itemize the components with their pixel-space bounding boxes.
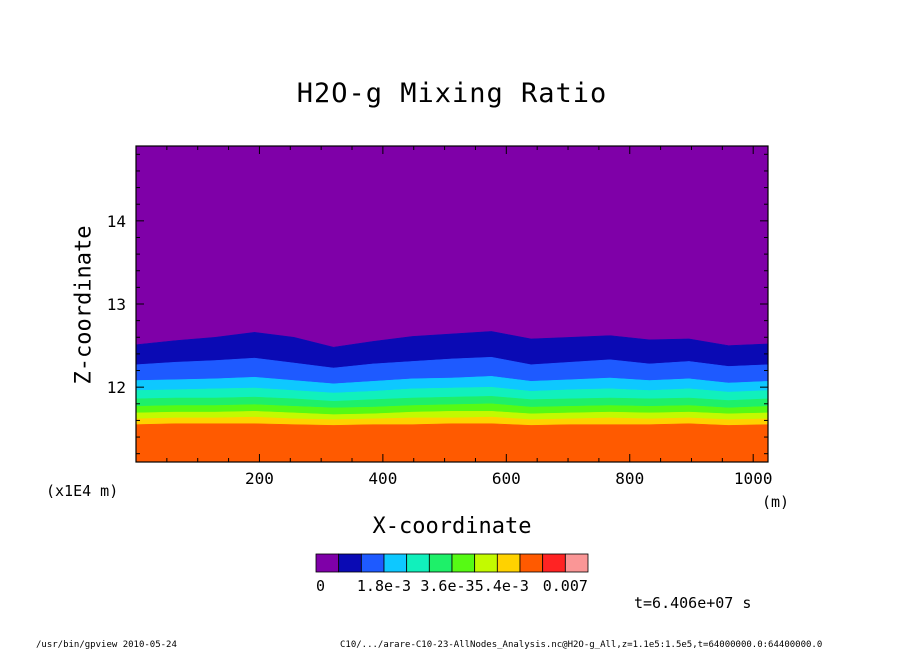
x-tick-label: 600 [492, 469, 521, 488]
colorbar-swatch [496, 553, 521, 573]
colorbar-swatch [474, 553, 498, 573]
contour-band-9 [135, 423, 769, 463]
x-tick-label: 1000 [734, 469, 773, 488]
footer-left: /usr/bin/gpview 2010-05-24 [36, 640, 177, 650]
time-label: t=6.406e+07 s [634, 594, 752, 612]
x-axis-label: X-coordinate [372, 514, 532, 539]
footer-right: C10/.../arare-C10-23-AllNodes_Analysis.n… [340, 640, 823, 650]
colorbar-label: 0 [316, 577, 325, 595]
y-tick-label: 12 [107, 378, 126, 397]
colorbar-label: 0.007 [543, 577, 588, 595]
y-tick-label: 14 [107, 212, 126, 231]
colorbar-swatch [542, 553, 566, 573]
colorbar-swatch [338, 553, 362, 573]
colorbar-swatch [406, 553, 430, 573]
colorbar-swatch [564, 553, 589, 573]
y-axis-label: Z-coordinate [71, 225, 97, 385]
x-tick-label: 800 [615, 469, 644, 488]
colorbar-swatch [428, 553, 453, 573]
colorbar-swatch [519, 553, 544, 573]
x-axis-unit: (m) [762, 493, 790, 511]
x-tick-label: 400 [368, 469, 397, 488]
y-tick-label: 13 [107, 295, 126, 314]
colorbar-swatch [360, 553, 385, 573]
colorbar-label: 3.6e-3 [420, 577, 474, 595]
colorbar-swatch [451, 553, 476, 573]
colorbar-label: 5.4e-3 [475, 577, 529, 595]
colorbar-swatch [315, 553, 340, 573]
chart-title: H2O-g Mixing Ratio [296, 78, 608, 109]
contour-band-0 [135, 145, 769, 348]
x-tick-label: 200 [245, 469, 274, 488]
colorbar-label: 1.8e-3 [357, 577, 411, 595]
y-axis-scale-label: (x1E4 m) [46, 482, 119, 500]
colorbar-swatch [383, 553, 408, 573]
